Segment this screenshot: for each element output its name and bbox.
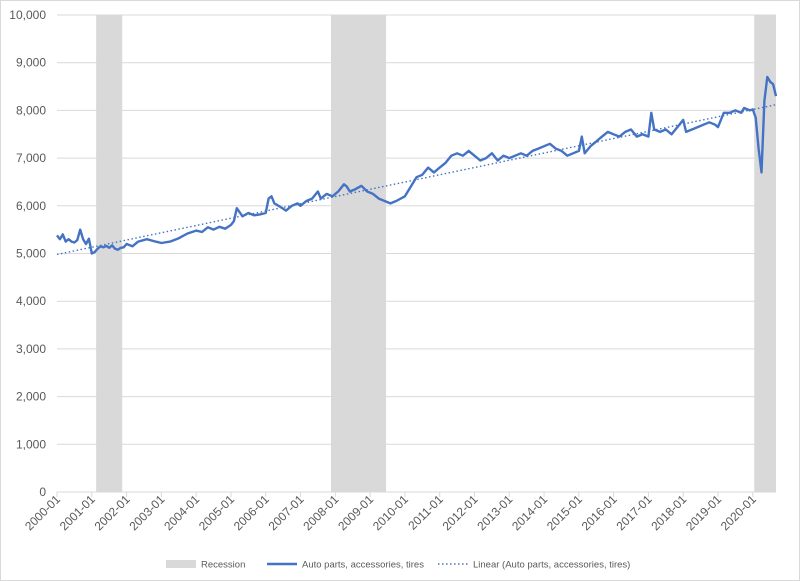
x-tick-label: 2011-01 [405,492,446,533]
trendline [56,104,777,256]
x-tick-label: 2006-01 [231,492,272,533]
x-tick-label: 2018-01 [648,492,689,533]
y-tick-label: 6,000 [16,199,46,213]
y-tick-label: 0 [39,485,46,499]
x-tick-label: 2019-01 [683,492,724,533]
legend-label: Recession [201,560,245,571]
legend-swatch-recession [166,560,196,568]
y-tick-label: 1,000 [16,437,46,451]
y-tick-label: 10,000 [9,8,46,22]
x-tick-label: 2005-01 [196,492,237,533]
legend: Recession Auto parts, accessories, tires L… [166,560,630,571]
x-tick-label: 2003-01 [126,492,167,533]
y-axis-ticks: 0 1,000 2,000 3,000 4,000 5,000 6,000 7,000 8,00… [9,8,46,499]
x-tick-label: 2007-01 [266,492,307,533]
x-tick-label: 2001-01 [57,492,98,533]
x-axis-ticks: 2000-012001-012002-012003-012004-012005-… [22,492,759,533]
x-axis [56,491,776,497]
y-tick-label: 4,000 [16,294,46,308]
legend-label: Linear (Auto parts, accessories, tires) [473,560,630,571]
x-tick-label: 2016-01 [579,492,620,533]
y-tick-label: 5,000 [16,247,46,261]
x-tick-label: 2012-01 [440,492,481,533]
x-tick-label: 2014-01 [509,492,550,533]
x-tick-label: 2015-01 [544,492,585,533]
series-line [56,75,778,255]
x-tick-label: 2008-01 [300,492,341,533]
y-tick-label: 9,000 [16,56,46,70]
y-tick-label: 3,000 [16,342,46,356]
x-tick-label: 2020-01 [718,492,759,533]
series-lines [56,75,778,256]
x-tick-label: 2002-01 [92,492,133,533]
x-tick-label: 2017-01 [614,492,655,533]
y-tick-label: 7,000 [16,151,46,165]
x-tick-label: 2004-01 [161,492,202,533]
x-tick-label: 2013-01 [474,492,515,533]
x-tick-label: 2009-01 [335,492,376,533]
legend-label: Auto parts, accessories, tires [302,560,424,571]
y-tick-label: 2,000 [16,390,46,404]
grid-lines [57,14,776,445]
y-tick-label: 8,000 [16,103,46,117]
x-tick-label: 2010-01 [370,492,411,533]
